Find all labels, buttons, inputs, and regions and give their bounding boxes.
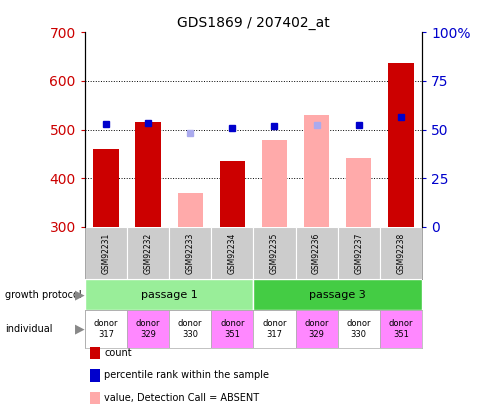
Bar: [169, 227, 211, 279]
Bar: [303, 115, 329, 227]
Text: percentile rank within the sample: percentile rank within the sample: [104, 371, 269, 380]
Bar: [211, 310, 253, 348]
Text: GSM92236: GSM92236: [312, 232, 320, 274]
Text: ▶: ▶: [75, 322, 85, 336]
Bar: [253, 310, 295, 348]
Bar: [253, 227, 295, 279]
Text: GSM92231: GSM92231: [101, 232, 110, 274]
Title: GDS1869 / 207402_at: GDS1869 / 207402_at: [177, 16, 329, 30]
Text: GSM92237: GSM92237: [353, 232, 363, 274]
Bar: [135, 122, 160, 227]
Text: GSM92238: GSM92238: [395, 232, 405, 274]
Text: donor
351: donor 351: [388, 320, 412, 339]
Bar: [295, 227, 337, 279]
Bar: [337, 227, 379, 279]
Text: donor
329: donor 329: [304, 320, 328, 339]
Bar: [295, 310, 337, 348]
Bar: [261, 140, 287, 227]
Text: donor
329: donor 329: [136, 320, 160, 339]
Bar: [127, 227, 169, 279]
Text: GSM92235: GSM92235: [270, 232, 278, 274]
Bar: [127, 310, 169, 348]
Text: GSM92234: GSM92234: [227, 232, 236, 274]
Text: donor
317: donor 317: [262, 320, 286, 339]
Text: growth protocol: growth protocol: [5, 290, 81, 300]
Bar: [211, 227, 253, 279]
Text: donor
330: donor 330: [178, 320, 202, 339]
Bar: [387, 62, 413, 227]
Bar: [93, 149, 118, 227]
Bar: [85, 227, 127, 279]
Bar: [379, 310, 421, 348]
Text: GSM92232: GSM92232: [143, 232, 152, 274]
Bar: [346, 158, 371, 227]
Bar: [85, 279, 253, 310]
Text: donor
330: donor 330: [346, 320, 370, 339]
Text: value, Detection Call = ABSENT: value, Detection Call = ABSENT: [104, 393, 259, 403]
Text: passage 1: passage 1: [140, 290, 197, 300]
Text: GSM92233: GSM92233: [185, 232, 194, 274]
Text: count: count: [104, 348, 132, 358]
Text: ▶: ▶: [75, 288, 85, 301]
Text: individual: individual: [5, 324, 52, 334]
Bar: [219, 161, 244, 227]
Bar: [85, 310, 127, 348]
Bar: [337, 310, 379, 348]
Bar: [169, 310, 211, 348]
Text: donor
317: donor 317: [93, 320, 118, 339]
Bar: [253, 279, 421, 310]
Bar: [177, 193, 202, 227]
Bar: [379, 227, 421, 279]
Text: donor
351: donor 351: [220, 320, 244, 339]
Text: passage 3: passage 3: [309, 290, 365, 300]
